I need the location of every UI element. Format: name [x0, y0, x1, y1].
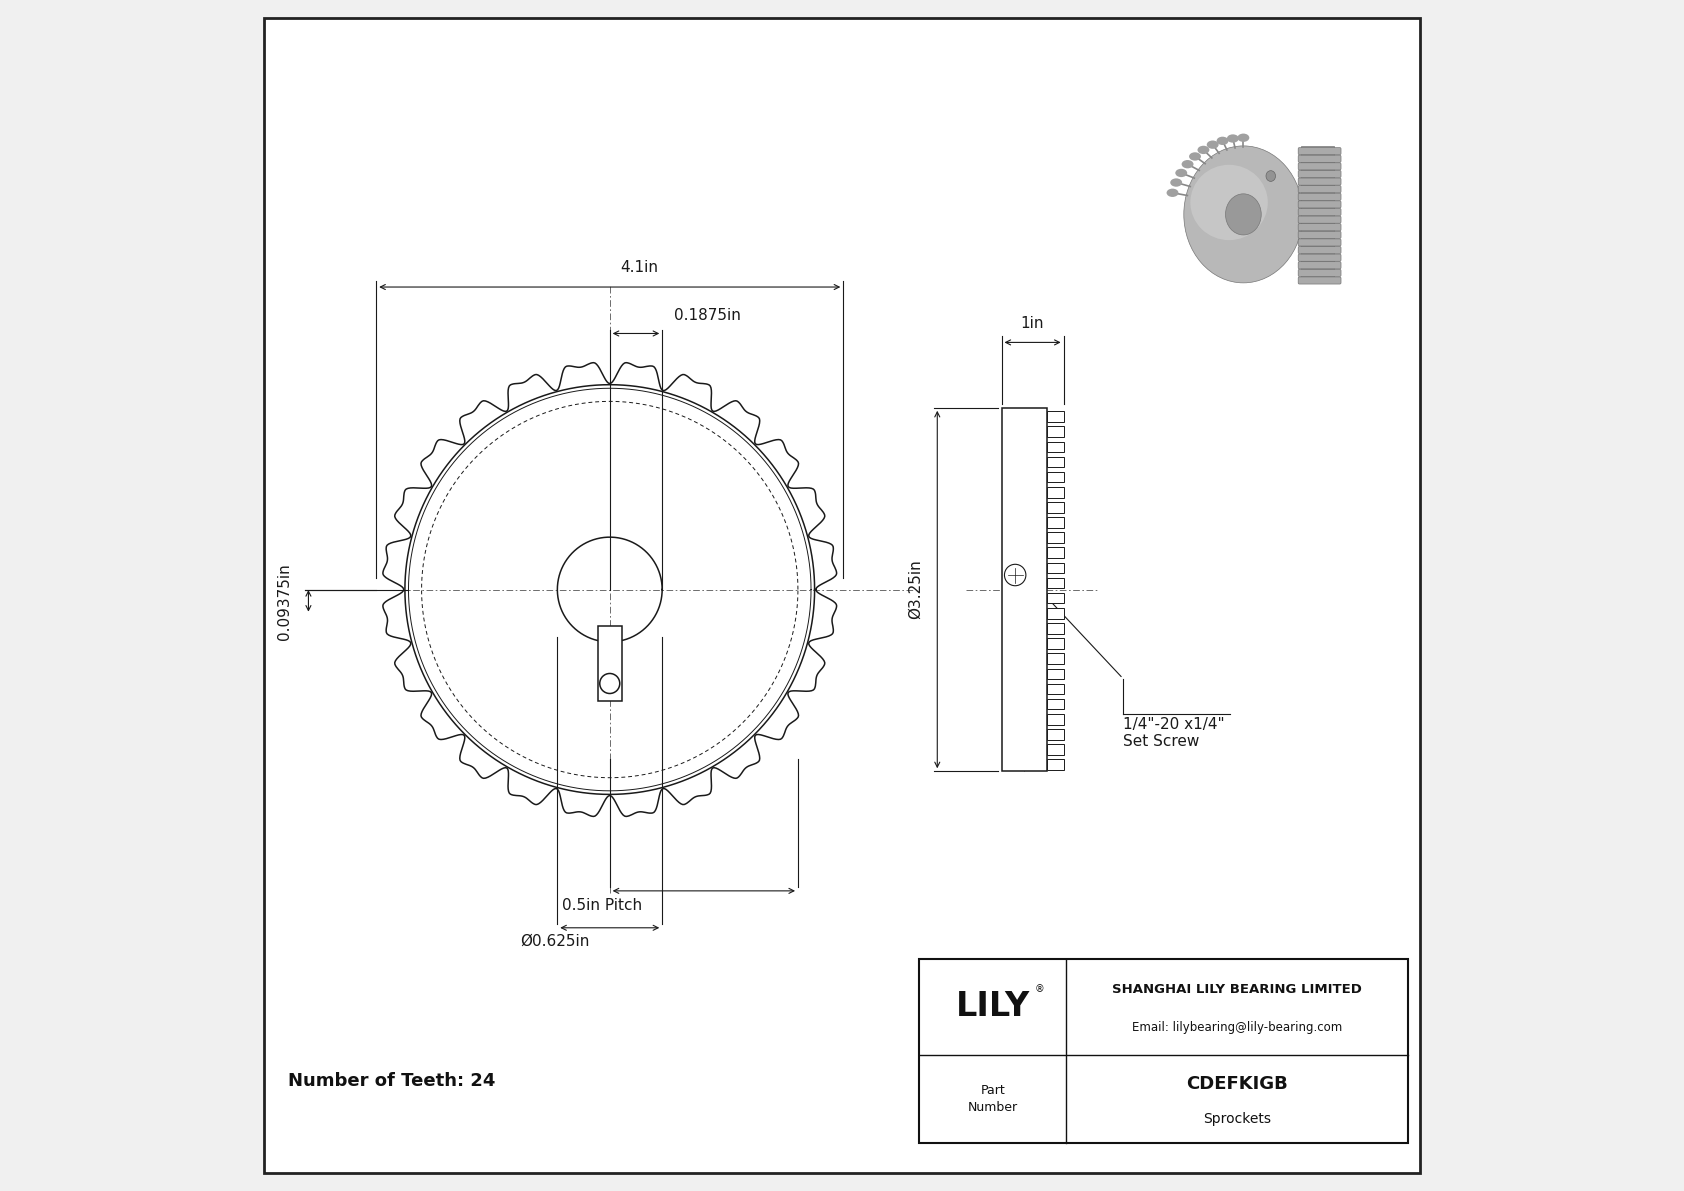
FancyBboxPatch shape [1298, 186, 1340, 193]
Bar [1047, 517, 1064, 528]
Ellipse shape [1228, 135, 1239, 143]
Ellipse shape [1170, 179, 1182, 187]
Ellipse shape [1197, 145, 1209, 154]
FancyBboxPatch shape [1298, 163, 1340, 170]
Text: 1/4"-20 x1/4"
Set Screw: 1/4"-20 x1/4" Set Screw [1123, 717, 1224, 749]
Bar [1047, 456, 1064, 467]
Ellipse shape [1175, 169, 1187, 177]
Bar [1047, 713, 1064, 724]
Text: 0.1875in: 0.1875in [674, 307, 741, 323]
Circle shape [1004, 565, 1026, 586]
FancyBboxPatch shape [1298, 155, 1340, 162]
Ellipse shape [1189, 152, 1201, 161]
Bar [1047, 411, 1064, 422]
Ellipse shape [1266, 170, 1275, 181]
Bar [1047, 503, 1064, 512]
Text: Sprockets: Sprockets [1202, 1112, 1271, 1127]
Bar [1047, 744, 1064, 755]
Bar [1002, 407, 1047, 772]
Bar [1047, 609, 1064, 618]
FancyBboxPatch shape [1298, 254, 1340, 261]
FancyBboxPatch shape [1298, 170, 1340, 177]
Text: CDEFKIGB: CDEFKIGB [1186, 1075, 1288, 1093]
Ellipse shape [1207, 141, 1219, 149]
Bar [1047, 487, 1064, 498]
Bar [1047, 699, 1064, 710]
Bar [1047, 623, 1064, 634]
Ellipse shape [1191, 164, 1268, 241]
FancyBboxPatch shape [1298, 262, 1340, 269]
FancyBboxPatch shape [1298, 224, 1340, 231]
Bar [919, 959, 1408, 1143]
Ellipse shape [1216, 137, 1229, 145]
Bar [1047, 593, 1064, 604]
Bar [1047, 638, 1064, 649]
FancyBboxPatch shape [1298, 148, 1340, 155]
Bar [1047, 578, 1064, 588]
Text: LILY: LILY [955, 990, 1031, 1023]
Bar [1047, 472, 1064, 482]
Text: Number of Teeth: 24: Number of Teeth: 24 [288, 1072, 495, 1091]
FancyBboxPatch shape [1298, 201, 1340, 208]
FancyBboxPatch shape [1298, 231, 1340, 238]
FancyBboxPatch shape [1298, 239, 1340, 247]
Bar [1047, 654, 1064, 665]
Circle shape [600, 673, 620, 693]
Bar [1047, 684, 1064, 694]
Text: Ø3.25in: Ø3.25in [908, 560, 923, 619]
Bar [1047, 562, 1064, 573]
FancyBboxPatch shape [1298, 193, 1340, 200]
Bar [1047, 426, 1064, 437]
Ellipse shape [1184, 146, 1303, 283]
Text: SHANGHAI LILY BEARING LIMITED: SHANGHAI LILY BEARING LIMITED [1111, 983, 1362, 996]
FancyBboxPatch shape [1298, 278, 1340, 285]
Ellipse shape [1182, 160, 1194, 168]
Ellipse shape [1226, 194, 1261, 235]
Bar [1047, 548, 1064, 559]
Bar [1047, 760, 1064, 769]
Ellipse shape [1238, 133, 1250, 142]
Ellipse shape [1167, 188, 1179, 197]
Bar [1300, 146, 1334, 283]
Bar [1047, 442, 1064, 453]
FancyBboxPatch shape [1298, 177, 1340, 185]
FancyBboxPatch shape [1298, 208, 1340, 216]
FancyBboxPatch shape [1298, 269, 1340, 276]
Text: 4.1in: 4.1in [620, 260, 658, 275]
Text: 0.09375in: 0.09375in [276, 563, 291, 641]
FancyBboxPatch shape [1298, 247, 1340, 254]
Text: ®: ® [1034, 985, 1044, 994]
Bar [598, 626, 621, 701]
Text: 0.5in Pitch: 0.5in Pitch [562, 898, 642, 913]
Text: Email: lilybearing@lily-bearing.com: Email: lilybearing@lily-bearing.com [1132, 1022, 1342, 1034]
Bar [1047, 668, 1064, 679]
Bar [1047, 729, 1064, 740]
FancyBboxPatch shape [1298, 216, 1340, 223]
Text: Ø0.625in: Ø0.625in [520, 934, 589, 949]
Text: 1in: 1in [1021, 316, 1044, 330]
Text: Part
Number: Part Number [968, 1084, 1017, 1114]
Bar [1047, 532, 1064, 543]
